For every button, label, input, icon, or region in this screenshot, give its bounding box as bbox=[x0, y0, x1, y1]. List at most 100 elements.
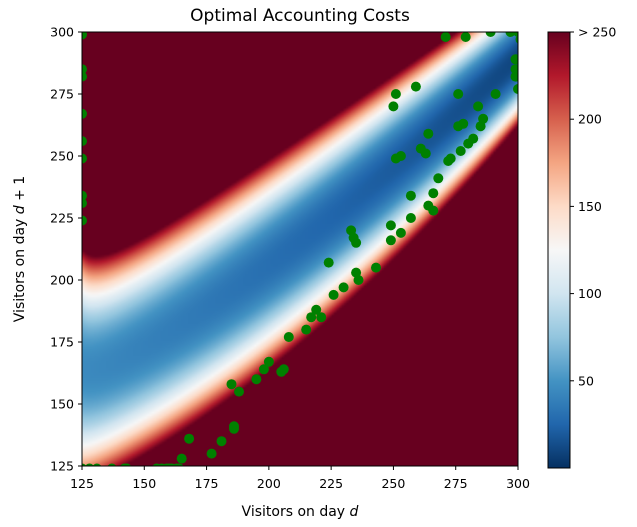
scatter-point bbox=[420, 148, 431, 159]
heatmap bbox=[82, 32, 518, 466]
y-tick-label: 125 bbox=[50, 459, 74, 474]
x-tick-label: 175 bbox=[195, 476, 219, 491]
scatter-point bbox=[395, 227, 406, 238]
scatter-point bbox=[82, 198, 87, 209]
y-tick-label: 300 bbox=[50, 25, 74, 40]
x-tick-label: 250 bbox=[381, 476, 405, 491]
scatter-point bbox=[455, 146, 466, 156]
x-axis-label: Visitors on day d bbox=[242, 504, 359, 520]
scatter-point bbox=[82, 215, 87, 226]
scatter-point bbox=[283, 332, 294, 342]
scatter-point bbox=[82, 136, 87, 147]
y-tick-label: 150 bbox=[50, 397, 74, 412]
scatter-point bbox=[278, 364, 289, 375]
scatter-point bbox=[423, 128, 434, 139]
scatter-point bbox=[184, 433, 195, 444]
chart-title: Optimal Accounting Costs bbox=[190, 6, 410, 26]
scatter-point bbox=[468, 133, 479, 144]
colorbar-tick-label: 100 bbox=[578, 286, 602, 301]
scatter-point bbox=[258, 364, 269, 375]
scatter-point bbox=[226, 379, 237, 390]
scatter-point bbox=[405, 190, 416, 201]
scatter-point bbox=[263, 356, 274, 367]
scatter-point bbox=[323, 257, 334, 268]
scatter-point bbox=[513, 64, 518, 75]
scatter-points bbox=[82, 32, 518, 466]
scatter-point bbox=[490, 89, 501, 99]
y-tick-label: 200 bbox=[50, 273, 74, 288]
scatter-point bbox=[122, 463, 132, 466]
scatter-point bbox=[513, 32, 518, 37]
scatter-point bbox=[428, 188, 439, 199]
scatter-point bbox=[453, 89, 464, 99]
scatter-point bbox=[107, 463, 117, 466]
x-tick-label: 225 bbox=[319, 476, 343, 491]
scatter-point bbox=[82, 190, 87, 201]
scatter-point bbox=[395, 151, 406, 161]
scatter-point bbox=[410, 81, 421, 92]
colorbar-axis: 50 100 150 200 > 250 bbox=[570, 25, 616, 388]
scatter-point bbox=[478, 113, 489, 124]
scatter-point bbox=[440, 32, 451, 42]
y-tick-label: 175 bbox=[50, 335, 74, 350]
y-axis-label: Visitors on day d + 1 bbox=[12, 176, 28, 322]
scatter-point bbox=[385, 220, 396, 231]
scatter-point bbox=[515, 35, 518, 44]
colorbar-tick-label: 200 bbox=[578, 112, 602, 127]
x-tick-label: 200 bbox=[257, 476, 281, 491]
x-tick-label: 150 bbox=[132, 476, 156, 491]
scatter-point bbox=[176, 453, 187, 464]
x-tick-label: 125 bbox=[70, 476, 94, 491]
scatter-point bbox=[353, 275, 364, 285]
scatter-point bbox=[316, 312, 327, 323]
colorbar-tick-label: 50 bbox=[578, 373, 594, 388]
scatter-point bbox=[82, 64, 87, 75]
x-tick-label: 275 bbox=[444, 476, 468, 491]
x-axis: 125 150 175 200 225 250 275 300 bbox=[70, 466, 530, 491]
plot-frame bbox=[81, 31, 519, 467]
scatter-point bbox=[306, 312, 317, 323]
scatter-point bbox=[405, 213, 416, 223]
scatter-point bbox=[85, 463, 94, 466]
scatter-point bbox=[82, 71, 87, 82]
scatter-point bbox=[92, 463, 102, 466]
colorbar-tick-label: 150 bbox=[578, 199, 602, 214]
scatter-point bbox=[82, 108, 87, 119]
scatter-point bbox=[206, 448, 217, 459]
scatter-point bbox=[428, 205, 439, 216]
scatter-point bbox=[371, 262, 381, 273]
y-tick-label: 250 bbox=[50, 149, 74, 164]
scatter-point bbox=[513, 84, 518, 94]
scatter-point bbox=[251, 374, 262, 385]
scatter-point bbox=[229, 423, 239, 434]
scatter-point bbox=[328, 289, 339, 300]
scatter-point bbox=[351, 237, 362, 248]
scatter-point bbox=[82, 153, 87, 164]
scatter-point bbox=[458, 118, 469, 129]
y-tick-label: 225 bbox=[50, 211, 74, 226]
scatter-point bbox=[216, 436, 227, 447]
y-tick-label: 275 bbox=[50, 87, 74, 102]
colorbar-frame bbox=[547, 31, 571, 469]
scatter-point bbox=[311, 304, 322, 315]
scatter-point bbox=[390, 89, 401, 99]
scatter-point bbox=[445, 153, 456, 164]
scatter-point bbox=[388, 101, 399, 112]
scatter-point bbox=[460, 32, 471, 42]
y-axis: 125 150 175 200 225 250 275 300 bbox=[50, 25, 82, 474]
colorbar bbox=[548, 32, 570, 468]
x-tick-label: 300 bbox=[506, 476, 530, 491]
scatter-point bbox=[82, 32, 87, 40]
scatter-point bbox=[174, 463, 184, 466]
scatter-point bbox=[510, 54, 518, 65]
scatter-point bbox=[433, 173, 444, 184]
scatter-point bbox=[234, 386, 244, 397]
scatter-point bbox=[505, 32, 516, 37]
scatter-point bbox=[485, 32, 496, 37]
scatter-point bbox=[301, 324, 312, 335]
colorbar-tick-label: > 250 bbox=[578, 25, 616, 40]
scatter-point bbox=[473, 101, 484, 112]
scatter-point bbox=[82, 463, 87, 466]
scatter-point bbox=[338, 282, 349, 293]
